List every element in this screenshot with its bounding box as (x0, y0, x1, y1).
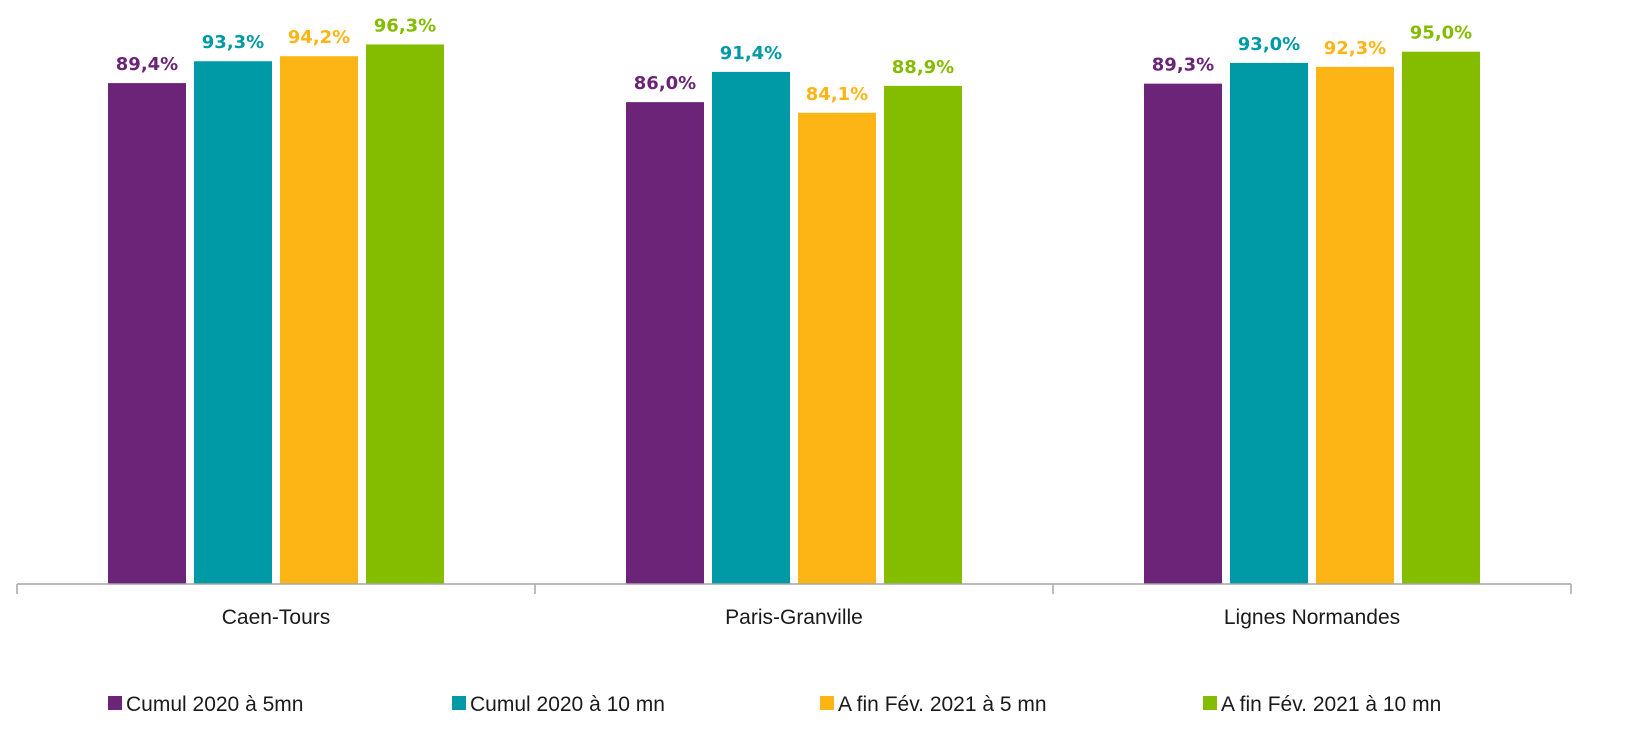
legend-label-series-3: A fin Fév. 2021 à 5 mn (838, 693, 1047, 716)
category-labels-layer: Caen-Tours Paris-Granville Lignes Normande… (222, 606, 1400, 629)
data-labels-layer: 89,4% 93,3% 94,2% 96,3% 86,0% 91,4% 84,1% 88,9%… (116, 15, 1472, 104)
data-label-lignes-normandes-series-2: 93,0% (1238, 34, 1300, 55)
bar-paris-granville-series-3 (798, 112, 876, 585)
legend-label-series-1: Cumul 2020 à 5mn (126, 693, 303, 716)
category-label-caen-tours: Caen-Tours (222, 606, 331, 629)
legend-swatch-series-4 (1203, 696, 1217, 710)
data-label-lignes-normandes-series-4: 95,0% (1410, 23, 1472, 44)
legend-item-series-2: Cumul 2020 à 10 mn (452, 693, 665, 716)
legend: Cumul 2020 à 5mn Cumul 2020 à 10 mn A fin … (108, 693, 1441, 716)
legend-label-series-4: A fin Fév. 2021 à 10 mn (1221, 693, 1441, 716)
bars-layer (108, 44, 1480, 585)
legend-swatch-series-2 (452, 696, 466, 710)
category-label-lignes-normandes: Lignes Normandes (1224, 606, 1400, 629)
data-label-caen-tours-series-2: 93,3% (202, 32, 264, 53)
bar-paris-granville-series-2 (712, 71, 790, 584)
legend-swatch-series-3 (820, 696, 834, 710)
bar-caen-tours-series-4 (366, 44, 444, 585)
data-label-paris-granville-series-1: 86,0% (634, 73, 696, 94)
data-label-lignes-normandes-series-3: 92,3% (1324, 38, 1386, 59)
bar-caen-tours-series-3 (280, 56, 358, 585)
bar-paris-granville-series-1 (626, 102, 704, 584)
legend-item-series-4: A fin Fév. 2021 à 10 mn (1203, 693, 1441, 716)
bar-lignes-normandes-series-4 (1402, 51, 1480, 584)
bar-caen-tours-series-2 (194, 61, 272, 584)
bar-lignes-normandes-series-2 (1230, 62, 1308, 584)
legend-swatch-series-1 (108, 696, 122, 710)
data-label-paris-granville-series-4: 88,9% (892, 57, 954, 78)
data-label-caen-tours-series-3: 94,2% (288, 27, 350, 48)
category-label-paris-granville: Paris-Granville (725, 606, 863, 629)
bar-lignes-normandes-series-1 (1144, 83, 1222, 584)
data-label-caen-tours-series-1: 89,4% (116, 54, 178, 75)
bar-lignes-normandes-series-3 (1316, 66, 1394, 585)
legend-item-series-3: A fin Fév. 2021 à 5 mn (820, 693, 1047, 716)
data-label-caen-tours-series-4: 96,3% (374, 15, 436, 36)
legend-label-series-2: Cumul 2020 à 10 mn (470, 693, 665, 716)
data-label-paris-granville-series-3: 84,1% (806, 84, 868, 105)
data-label-lignes-normandes-series-1: 89,3% (1152, 55, 1214, 76)
data-label-paris-granville-series-2: 91,4% (720, 43, 782, 64)
legend-item-series-1: Cumul 2020 à 5mn (108, 693, 303, 716)
bar-paris-granville-series-4 (884, 85, 962, 584)
x-axis (16, 583, 1572, 594)
bar-caen-tours-series-1 (108, 83, 186, 584)
